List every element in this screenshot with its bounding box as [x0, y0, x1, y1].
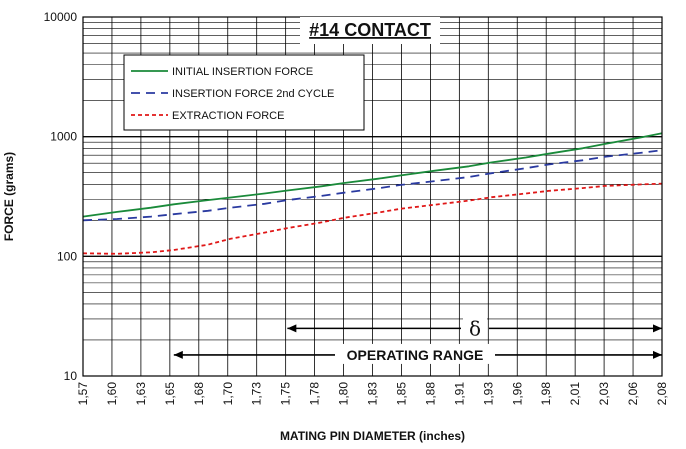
x-tick-label: 1,70 [221, 382, 235, 406]
series-line-3 [82, 182, 663, 255]
x-tick-label: 1,88 [423, 382, 437, 406]
legend-label-3: EXTRACTION FORCE [172, 110, 284, 122]
series-layer [82, 132, 663, 255]
x-tick-label: 1,65 [163, 382, 177, 406]
x-tick-label: 1,60 [105, 382, 119, 406]
chart-title: #14 CONTACT [309, 20, 431, 40]
y-axis-title: FORCE (grams) [2, 152, 16, 241]
x-tick-label: 2,06 [626, 382, 640, 406]
legend: INITIAL INSERTION FORCE INSERTION FORCE 2… [123, 54, 365, 131]
x-tick-label: 1,91 [452, 382, 466, 406]
x-tick-label: 1,57 [76, 382, 90, 406]
legend-label-1: INITIAL INSERTION FORCE [172, 66, 313, 78]
x-tick-label: 1,73 [250, 382, 264, 406]
annotation-arrowhead-right [653, 324, 662, 333]
annotation-arrowhead-left [173, 350, 183, 359]
x-tick-label: 1,93 [481, 382, 495, 406]
annotation-arrowhead-right [653, 350, 662, 359]
series-line-1 [82, 132, 663, 218]
x-axis-title: MATING PIN DIAMETER (inches) [280, 429, 465, 443]
chart-title-group: #14 CONTACT [300, 17, 440, 44]
x-tick-label: 1,75 [279, 382, 293, 406]
x-tick-label: 1,83 [366, 382, 380, 406]
annotations: δ OPERATING RANGE [173, 316, 662, 364]
y-tick-label: 100 [57, 249, 77, 263]
annotation-label-background [337, 343, 493, 364]
y-tick-labels: 10 100 1000 10000 [44, 10, 78, 383]
x-tick-label: 1,85 [394, 382, 408, 406]
x-tick-label: 2,01 [568, 382, 582, 406]
annotation-operating-range-label: OPERATING RANGE [347, 347, 484, 363]
y-tick-label: 10 [64, 369, 78, 383]
x-tick-label: 1,78 [308, 382, 322, 406]
x-tick-label: 1,68 [192, 382, 206, 406]
x-tick-label: 2,08 [655, 382, 669, 406]
annotation-label-background [463, 317, 487, 338]
x-tick-label: 1,80 [337, 382, 351, 406]
x-tick-labels: 1,57 1,60 1,63 1,65 1,68 1,70 1,73 1,75 1,78 1,80… [76, 382, 669, 406]
x-tick-label: 1,98 [539, 382, 553, 406]
x-tick-label: 1,96 [510, 382, 524, 406]
y-tick-label: 1000 [50, 130, 77, 144]
legend-label-2: INSERTION FORCE 2nd CYCLE [172, 88, 334, 100]
annotation-delta-label: δ [469, 316, 481, 340]
annotation-arrowhead-left [287, 324, 297, 333]
x-tick-label: 1,63 [134, 382, 148, 406]
x-tick-label: 2,03 [597, 382, 611, 406]
y-tick-label: 10000 [44, 10, 78, 24]
chart-title-background [300, 17, 440, 44]
